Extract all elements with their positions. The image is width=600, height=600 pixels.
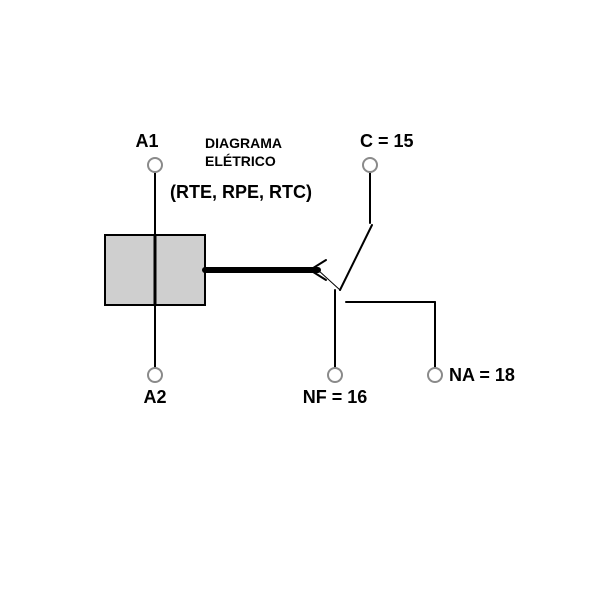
electrical-diagram: A1 A2 C = 15 NF = 16 NA = 18 DIAGRAMA ELÉTRICO… [0,0,600,600]
label-na: NA = 18 [449,365,515,385]
label-c: C = 15 [360,131,414,151]
terminal-a1 [148,158,162,172]
label-nf: NF = 16 [303,387,368,407]
title-line2: ELÉTRICO [205,153,276,169]
terminal-nf [328,368,342,382]
subtitle: (RTE, RPE, RTC) [170,182,312,202]
title-line1: DIAGRAMA [205,135,282,151]
terminal-c [363,158,377,172]
terminal-na [428,368,442,382]
label-a1: A1 [135,131,158,151]
terminal-a2 [148,368,162,382]
label-a2: A2 [143,387,166,407]
